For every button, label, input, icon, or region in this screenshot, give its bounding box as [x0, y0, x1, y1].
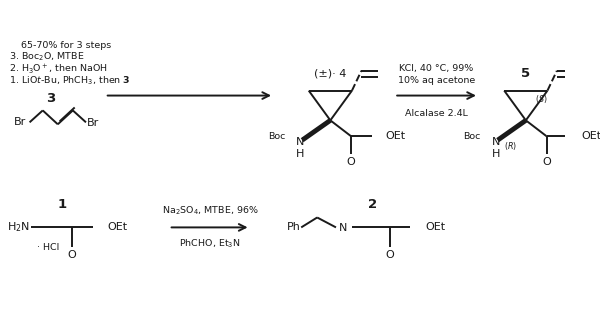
Text: 5: 5	[521, 67, 530, 80]
Text: O: O	[385, 250, 394, 260]
Text: 10% aq acetone: 10% aq acetone	[398, 76, 475, 85]
Text: Boc: Boc	[463, 132, 481, 141]
Text: N: N	[491, 137, 500, 147]
Text: 3. Boc$_2$O, MTBE: 3. Boc$_2$O, MTBE	[9, 51, 85, 63]
Text: H: H	[491, 149, 500, 159]
Text: Alcalase 2.4L: Alcalase 2.4L	[405, 109, 468, 118]
Text: 65-70% for 3 steps: 65-70% for 3 steps	[9, 40, 111, 50]
Text: O: O	[347, 157, 355, 167]
Text: N: N	[296, 137, 304, 147]
Text: (±)· 4: (±)· 4	[314, 69, 347, 79]
Text: 1. LiO$t$-Bu, PhCH$_3$, then $\bf{3}$: 1. LiO$t$-Bu, PhCH$_3$, then $\bf{3}$	[9, 74, 131, 87]
Text: O: O	[542, 157, 551, 167]
Text: Br: Br	[87, 118, 99, 128]
Text: PhCHO, Et$_3$N: PhCHO, Et$_3$N	[179, 238, 241, 251]
Text: Ph: Ph	[286, 222, 300, 232]
Text: 1: 1	[58, 198, 67, 211]
Text: OEt: OEt	[425, 222, 445, 232]
Text: Na$_2$SO$_4$, MTBE, 96%: Na$_2$SO$_4$, MTBE, 96%	[161, 204, 259, 217]
Text: OEt: OEt	[581, 131, 600, 141]
Text: O: O	[68, 250, 76, 260]
Text: Boc: Boc	[268, 132, 285, 141]
Text: $(R)$: $(R)$	[504, 140, 517, 152]
Text: OEt: OEt	[386, 131, 406, 141]
Text: N: N	[340, 223, 347, 233]
Text: Br: Br	[14, 117, 26, 127]
Text: OEt: OEt	[107, 222, 128, 232]
Text: $(S)$: $(S)$	[535, 93, 547, 105]
Text: H: H	[296, 149, 304, 159]
Text: KCl, 40 °C, 99%: KCl, 40 °C, 99%	[400, 64, 473, 73]
Text: 2: 2	[368, 198, 377, 211]
Text: 3: 3	[46, 92, 55, 105]
Text: H$_2$N: H$_2$N	[7, 220, 29, 234]
Text: · HCl: · HCl	[37, 243, 59, 252]
Text: 2. H$_3$O$^+$, then NaOH: 2. H$_3$O$^+$, then NaOH	[9, 62, 108, 76]
